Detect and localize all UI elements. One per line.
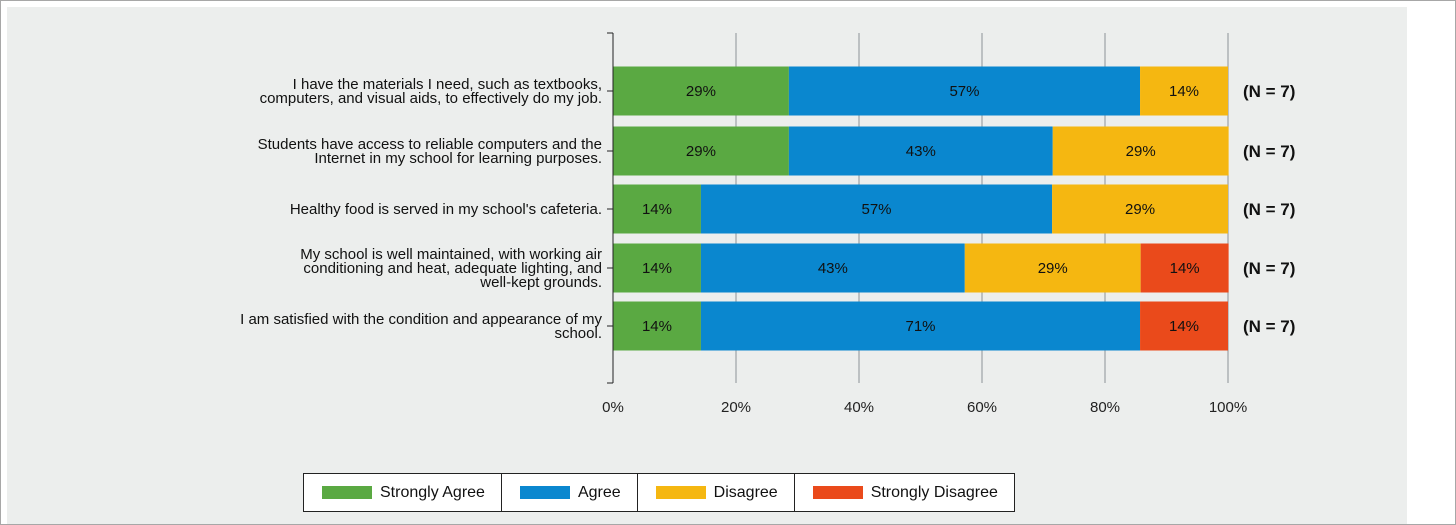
legend-item: Agree — [502, 474, 638, 511]
chart-panel: 29% 57% 14% I have the materials I need, su… — [7, 7, 1407, 524]
legend-swatch — [812, 486, 863, 499]
bar-segment — [1140, 66, 1228, 116]
data-label: 14% — [642, 201, 672, 218]
bar-segment — [613, 126, 789, 176]
data-label: 14% — [642, 260, 672, 277]
legend-item: Strongly Disagree — [795, 474, 1014, 511]
bar-segment — [700, 184, 1053, 234]
x-tick-label: 80% — [1090, 399, 1120, 416]
data-label: 71% — [905, 318, 935, 335]
x-tick-label: 40% — [844, 399, 874, 416]
data-label: 14% — [1170, 260, 1200, 277]
category-label: Students have access to reliable compute… — [258, 136, 602, 167]
bar-segment — [1140, 243, 1229, 293]
legend-label: Strongly Agree — [380, 483, 485, 501]
legend: Strongly Agree Agree Disagree Strongly Disa… — [303, 473, 1015, 512]
bar-segment — [788, 66, 1141, 116]
n-label: (N = 7) — [1243, 142, 1295, 161]
category-label: I am satisfied with the condition and ap… — [240, 311, 602, 342]
data-label: 29% — [1126, 143, 1156, 160]
legend-label: Agree — [577, 483, 621, 501]
legend-swatch — [655, 486, 706, 499]
legend-item: Strongly Agree — [304, 474, 502, 511]
x-tick-label: 20% — [721, 399, 751, 416]
data-label: 43% — [818, 260, 848, 277]
legend-swatch — [519, 486, 570, 499]
bar-segment — [1140, 301, 1228, 351]
bar-segment — [700, 243, 965, 293]
legend-swatch — [322, 486, 372, 499]
n-label: (N = 7) — [1243, 82, 1295, 101]
bar-segment — [613, 243, 701, 293]
bar-segment — [700, 301, 1141, 351]
data-label: 29% — [686, 83, 716, 100]
bar-segment — [788, 126, 1053, 176]
data-label: 29% — [1125, 201, 1155, 218]
x-tick-label: 60% — [967, 399, 997, 416]
bar-segment — [613, 184, 701, 234]
category-label: My school is well maintained, with worki… — [300, 246, 602, 291]
data-label: 29% — [1038, 260, 1068, 277]
stacked-bar-chart: 29% 57% 14% I have the materials I need, su… — [240, 32, 1295, 416]
category-label: I have the materials I need, such as tex… — [260, 76, 602, 107]
data-label: 14% — [642, 318, 672, 335]
data-label: 14% — [1169, 318, 1199, 335]
legend-label: Disagree — [713, 483, 778, 501]
category-label: Healthy food is served in my school's ca… — [290, 201, 602, 218]
bar-segment — [1052, 126, 1229, 176]
x-tick-label: 100% — [1209, 399, 1247, 416]
bar-segment — [613, 66, 789, 116]
data-label: 57% — [862, 201, 892, 218]
bar-segment — [1052, 184, 1228, 234]
data-label: 14% — [1169, 83, 1199, 100]
data-label: 43% — [906, 143, 936, 160]
data-label: 29% — [686, 143, 716, 160]
data-label: 57% — [949, 83, 979, 100]
bar-segment — [964, 243, 1141, 293]
n-label: (N = 7) — [1243, 200, 1295, 219]
legend-label: Strongly Disagree — [870, 483, 998, 501]
n-label: (N = 7) — [1243, 317, 1295, 336]
legend-item: Disagree — [638, 474, 795, 511]
n-label: (N = 7) — [1243, 259, 1295, 278]
x-tick-label: 0% — [602, 399, 624, 416]
bar-segment — [613, 301, 701, 351]
